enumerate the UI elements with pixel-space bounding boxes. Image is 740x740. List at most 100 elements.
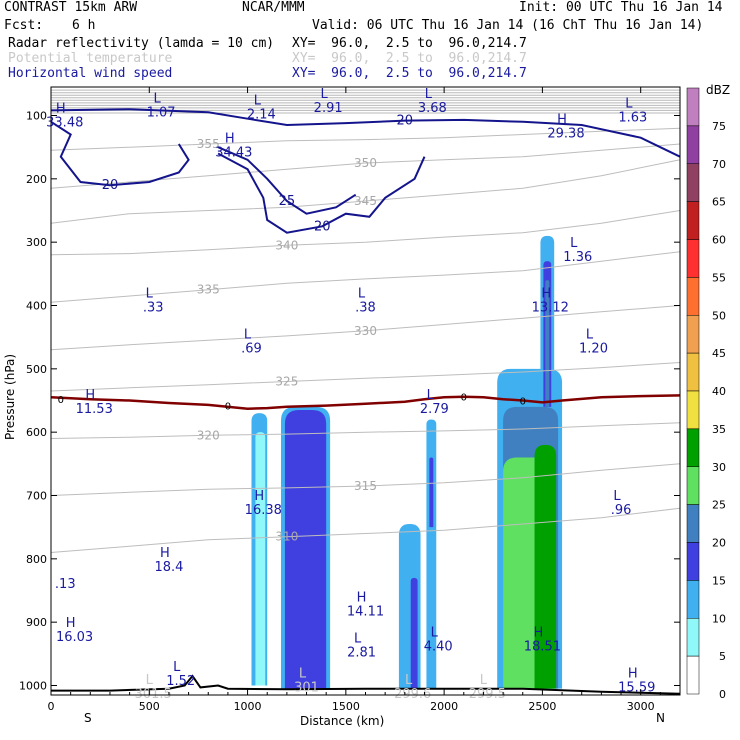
- y-axis-label: Pressure (hPa): [3, 354, 17, 440]
- y-tick-label: 200: [26, 173, 47, 186]
- reflectivity-cell-6: [426, 419, 437, 689]
- reflectivity-cell-11: [534, 444, 557, 689]
- extremum-value-16: 16.38: [245, 503, 282, 518]
- colorbar-label-50: 50: [712, 309, 726, 322]
- extremum-marker-22: L: [431, 625, 439, 640]
- theta-contour-label-310: 310: [275, 530, 298, 544]
- extremum-marker-1: L: [153, 91, 161, 106]
- extremum-marker-15: L: [427, 388, 435, 403]
- y-tick-label: 700: [26, 490, 47, 503]
- extremum-marker-8: L: [570, 236, 578, 251]
- extremum-marker-0: H: [56, 102, 66, 117]
- freezing-level-label-1: 0: [225, 402, 231, 413]
- extremum-value-19: 14.11: [347, 605, 384, 620]
- colorbar-swatch-75: [686, 87, 700, 127]
- wind-contour-1: [50, 120, 190, 187]
- wind-contour-3: [217, 152, 426, 234]
- extremum-value-0: 33.48: [46, 116, 83, 131]
- y-tick-label: 500: [26, 363, 47, 376]
- reflectivity-cell-3: [284, 410, 327, 689]
- extremum-value-18: 18.4: [154, 560, 183, 575]
- fcst-label: Fcst:: [4, 18, 44, 33]
- colorbar-swatch-20: [686, 504, 700, 543]
- theta-contour-label-340: 340: [275, 238, 298, 252]
- extremum-marker-18: H: [160, 546, 170, 561]
- theta-contour-label-350: 350: [354, 156, 377, 170]
- colorbar-swatch-5: [686, 618, 700, 657]
- colorbar-swatch-55: [686, 239, 700, 278]
- colorbar-swatch-10: [686, 580, 700, 619]
- valid-time: Valid: 06 UTC Thu 16 Jan 14 (16 ChT Thu …: [312, 18, 704, 33]
- reflectivity-cell-1: [255, 432, 266, 686]
- colorbar-swatch-40: [686, 352, 700, 392]
- field-name-theta: Potential temperature: [8, 51, 173, 66]
- extremum-value-12: .69: [241, 342, 262, 357]
- extremum-marker-4: L: [425, 87, 433, 102]
- wind-contour-0: [50, 108, 681, 158]
- edge-label-0: .13: [55, 577, 76, 592]
- field-name-reflectivity: Radar reflectivity (lamda = 10 cm): [8, 36, 275, 51]
- theta-contour-310: [50, 507, 681, 553]
- y-tick-label: 900: [26, 616, 47, 629]
- y-tick-label: 300: [26, 236, 47, 249]
- extremum-value-20: 16.03: [56, 630, 93, 645]
- extremum-marker-9: L: [146, 287, 154, 302]
- x-tick-label: 0: [48, 700, 55, 713]
- terrain-layer: [51, 674, 681, 695]
- extremum-value-2: 2.14: [247, 107, 276, 122]
- extremum-marker-14: H: [85, 388, 95, 403]
- theta-contour-label-315: 315: [354, 479, 377, 493]
- terrain-line: [51, 674, 681, 695]
- theta-contour-label-355: 355: [197, 137, 220, 151]
- theta-contour-320: [50, 422, 681, 439]
- extremum-marker-6: H: [225, 131, 235, 146]
- extremum-value-24: 1.52: [166, 674, 195, 689]
- colorbar-swatch-35: [686, 390, 700, 430]
- theta-contour-315: [50, 463, 681, 496]
- extremum-marker-13: L: [586, 328, 594, 343]
- extremum-marker-11: H: [541, 287, 551, 302]
- colorbar-swatch-45: [686, 315, 700, 354]
- x-tick-label: 1000: [234, 700, 262, 713]
- colorbar-label-45: 45: [712, 347, 726, 360]
- extremum-marker-3: L: [321, 87, 329, 102]
- theta-contour-label-325: 325: [275, 375, 298, 389]
- colorbar-swatch-15: [686, 542, 700, 581]
- extremum-marker-29: H: [628, 667, 638, 682]
- colorbar-label-75: 75: [712, 120, 726, 133]
- field-name-wind: Horizontal wind speed: [8, 66, 173, 81]
- extremum-marker-25: L: [299, 667, 307, 682]
- colorbar-swatch-65: [686, 163, 700, 202]
- freezing-level-label-3: 0: [520, 397, 526, 408]
- x-tick-label: 500: [139, 700, 160, 713]
- colorbar-label-55: 55: [712, 271, 726, 284]
- extremum-value-7: 29.38: [547, 126, 584, 141]
- extremum-value-9: .33: [143, 301, 164, 316]
- extremum-value-22: 4.40: [424, 639, 453, 654]
- reflectivity-layer: [251, 235, 563, 689]
- extremum-value-13: 1.20: [579, 342, 608, 357]
- y-tick-label: 1000: [19, 680, 47, 693]
- theta-contour-label-345: 345: [354, 194, 377, 208]
- extremum-value-3: 2.91: [314, 101, 343, 116]
- x-tick-label: 3000: [627, 700, 655, 713]
- extremum-marker-2: L: [254, 93, 262, 108]
- colorbar-label-10: 10: [712, 612, 726, 625]
- extremum-marker-19: H: [357, 591, 367, 606]
- wind-contour-2: [217, 146, 357, 215]
- y-tick-label: 400: [26, 300, 47, 313]
- y-tick-label: 100: [26, 110, 47, 123]
- extremum-value-1: 1.07: [147, 105, 176, 120]
- extremum-marker-12: L: [244, 328, 252, 343]
- x-axis-label: Distance (km): [300, 714, 384, 728]
- colorbar-swatch-70: [686, 125, 700, 164]
- extremum-marker-16: H: [254, 489, 264, 504]
- y-tick-label: 600: [26, 426, 47, 439]
- field-xy-wind: XY= 96.0, 2.5 to 96.0,214.7: [292, 66, 527, 81]
- x-axis-left-end: S: [84, 711, 92, 725]
- model-title: CONTRAST 15km ARW: [4, 0, 138, 15]
- extremum-marker-21: L: [354, 632, 362, 647]
- extremum-value-4: 3.68: [418, 101, 447, 116]
- freezing-level-layer: 0 0 0 0: [50, 393, 681, 413]
- colorbar-label-65: 65: [712, 196, 726, 209]
